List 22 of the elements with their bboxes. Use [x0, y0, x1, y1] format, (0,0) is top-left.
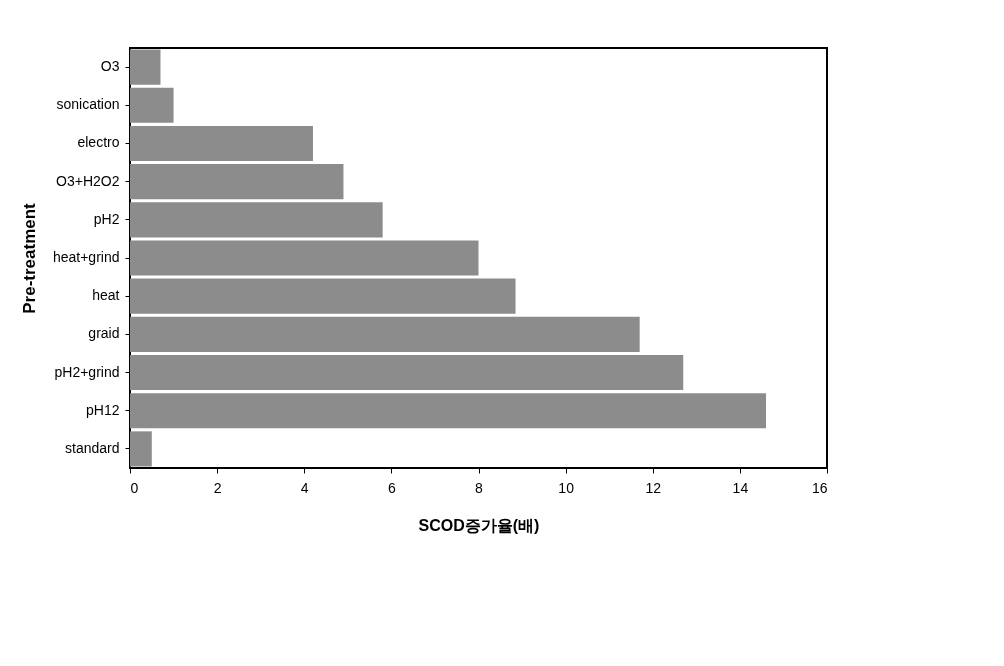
y-tick-label: pH12 [86, 401, 120, 418]
y-axis-title: Pre-treatment [19, 202, 39, 314]
x-axis-title: SCOD증가율(배) [418, 516, 540, 534]
y-tick-label: electro [77, 134, 120, 151]
x-tick-label: 12 [645, 479, 662, 496]
y-tick-label: graid [88, 325, 120, 342]
x-tick-label: 0 [130, 479, 139, 496]
x-tick-label: 4 [300, 479, 309, 496]
y-tick-label: sonication [56, 96, 120, 113]
y-tick-label: pH2+grind [54, 363, 120, 380]
y-tick-label: pH2 [93, 210, 120, 227]
x-tick-label: 8 [475, 479, 484, 496]
x-tick-label: 6 [387, 479, 396, 496]
y-tick-label: standard [65, 439, 120, 456]
x-tick-label: 14 [732, 479, 749, 496]
x-tick-label: 10 [558, 479, 575, 496]
y-tick-label: O3 [100, 58, 120, 75]
x-tick-label: 16 [811, 479, 828, 496]
y-tick-label: heat+grind [52, 249, 120, 265]
x-tick-label: 2 [213, 479, 222, 496]
y-tick-label: heat [92, 287, 120, 304]
y-tick-label: O3+H2O2 [56, 172, 120, 189]
